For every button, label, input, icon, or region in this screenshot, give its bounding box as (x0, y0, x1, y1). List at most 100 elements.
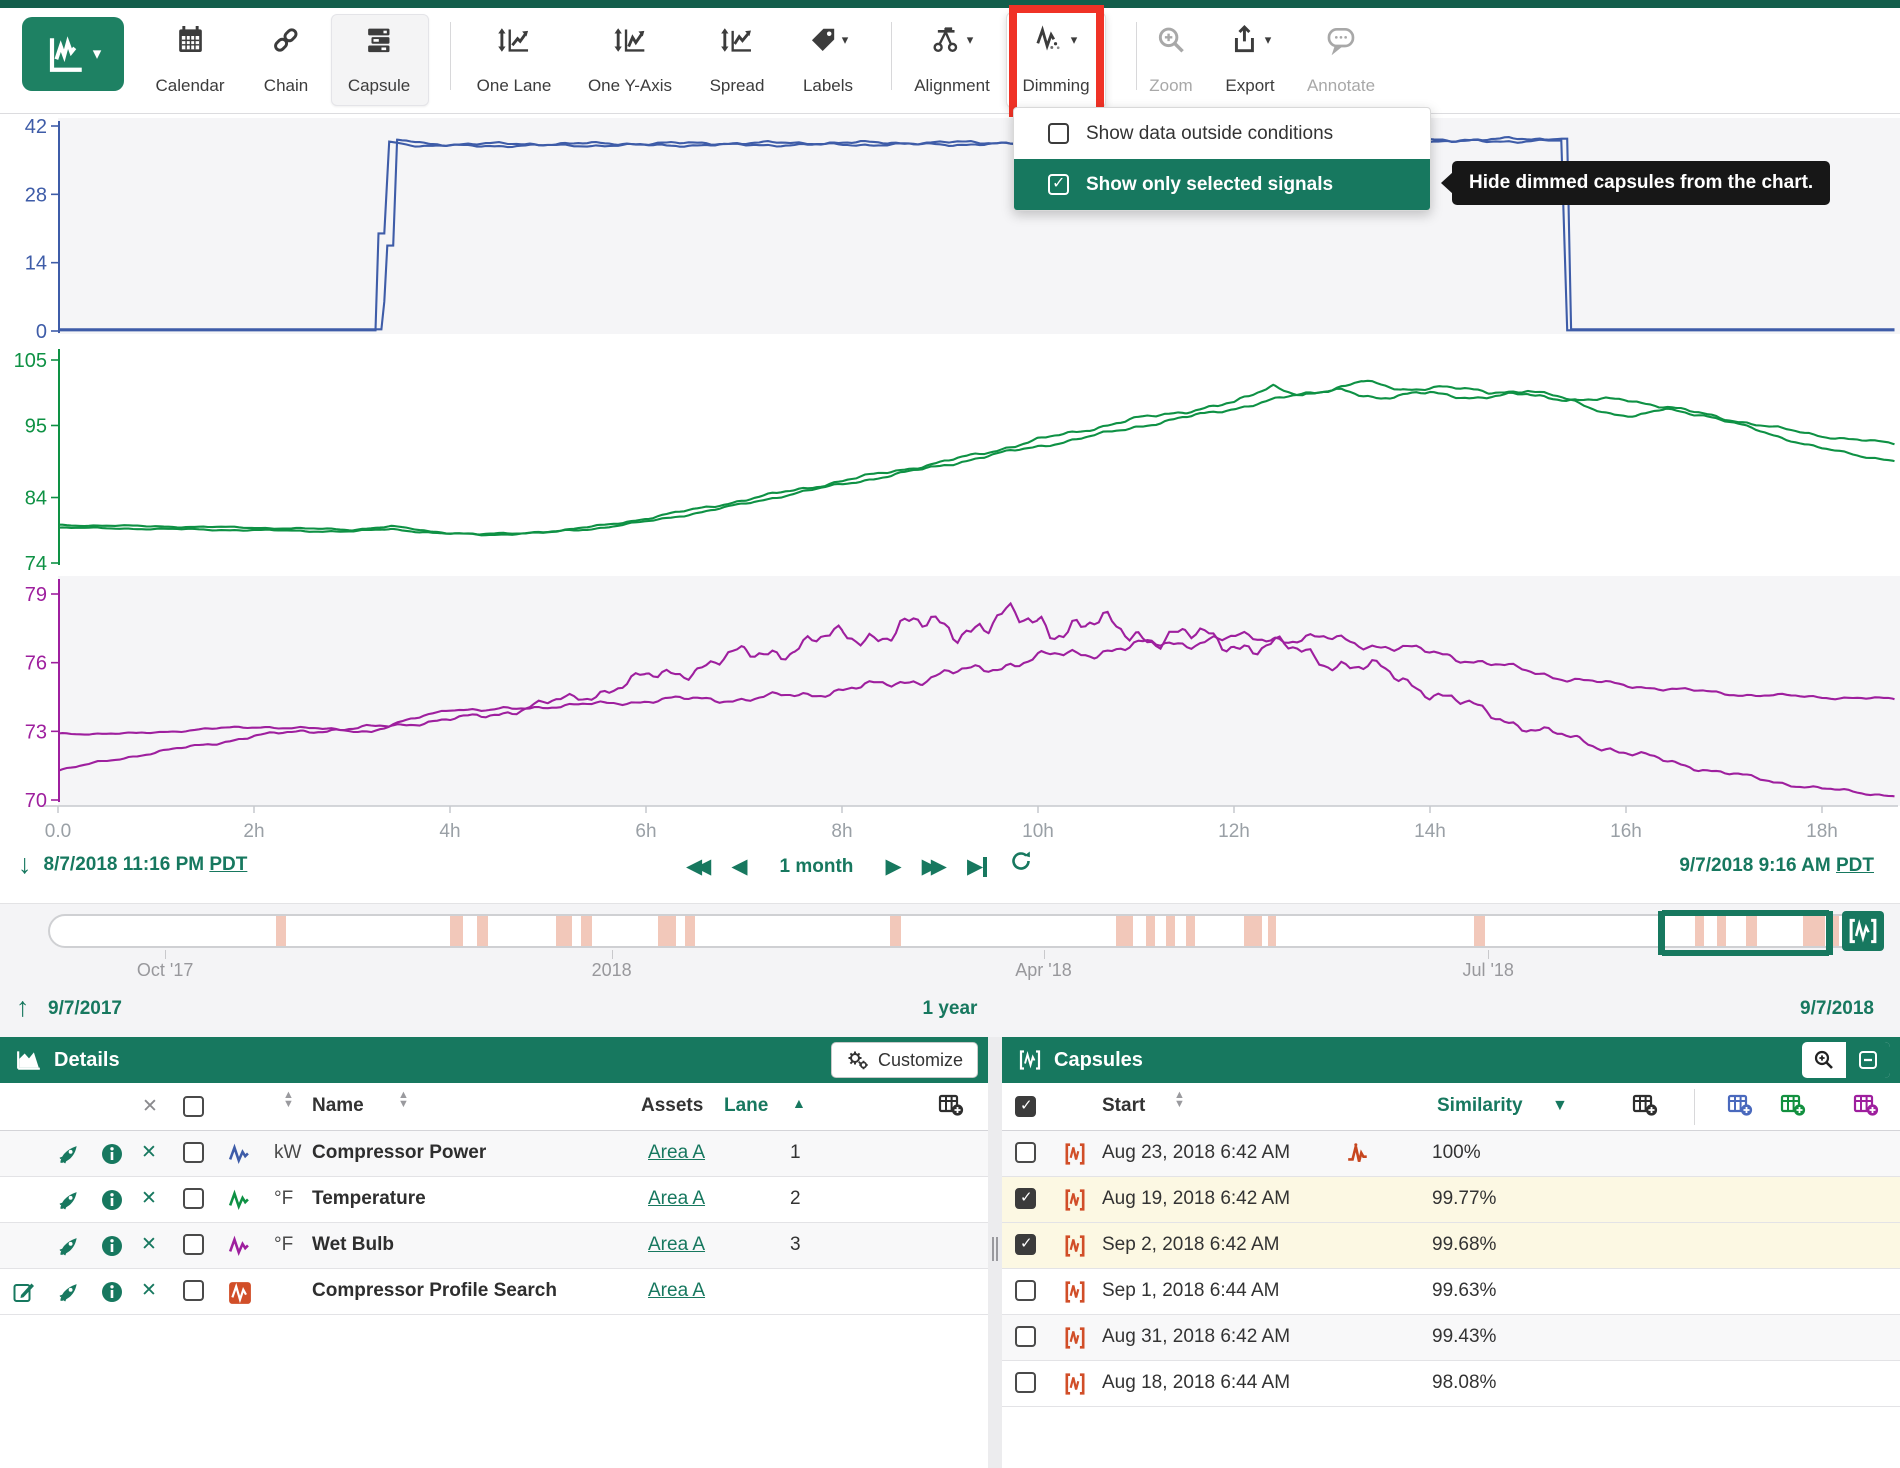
toolbar-dimming-button[interactable]: ▾ Dimming (1022, 20, 1090, 96)
investigate-range-end[interactable]: 9/7/2018 (1800, 998, 1874, 1019)
collapse-button[interactable] (1846, 1042, 1890, 1078)
display-range-start[interactable]: 8/7/2018 11:16 PM PDT (43, 853, 248, 875)
details-row-wet-bulb[interactable]: ✕ °F Wet Bulb Area A 3 (0, 1223, 988, 1269)
add-column-icon[interactable] (1632, 1093, 1658, 1122)
remove-item-button[interactable]: ✕ (141, 1188, 157, 1209)
capsule-row-6[interactable]: Aug 18, 2018 6:44 AM 98.08% (1002, 1361, 1900, 1407)
asset-swap-button[interactable] (57, 1143, 80, 1171)
toolbar-labels-button[interactable]: ▾ Labels (803, 20, 853, 96)
sort-icon[interactable]: ▲ ▼ (398, 1089, 409, 1110)
display-range-brush[interactable] (1658, 910, 1833, 956)
asset-link[interactable]: Area A (648, 1188, 706, 1209)
capsule-row-5[interactable]: Aug 31, 2018 6:42 AM 99.43% (1002, 1315, 1900, 1361)
step-to-end-button[interactable]: ▶ (957, 850, 993, 884)
series-line-temperature[interactable] (58, 379, 1895, 537)
panel-resize-divider[interactable] (988, 1037, 1002, 1468)
asset-swap-button[interactable] (57, 1189, 80, 1217)
column-lane[interactable]: Lane (724, 1095, 769, 1116)
column-assets[interactable]: Assets (641, 1095, 704, 1116)
zoom-to-capsule-button[interactable] (1802, 1042, 1846, 1078)
menu-item-show-data-outside-conditions[interactable]: Show data outside conditions (1014, 108, 1430, 159)
remove-item-button[interactable]: ✕ (141, 1280, 157, 1301)
timeline-track[interactable] (48, 910, 1878, 956)
asset-link[interactable]: Area A (648, 1142, 706, 1163)
menu-item-show-only-selected-signals[interactable]: Show only selected signals (1014, 159, 1430, 210)
remove-item-button[interactable]: ✕ (141, 1142, 157, 1163)
remove-item-button[interactable]: ✕ (141, 1234, 157, 1255)
capsule-checkbox[interactable] (1015, 1280, 1036, 1301)
series-line-wet-bulb[interactable] (58, 630, 1895, 736)
asset-swap-button[interactable] (57, 1235, 80, 1263)
select-all-capsules-checkbox[interactable] (1015, 1096, 1036, 1117)
asset-swap-button[interactable] (57, 1281, 80, 1309)
step-forward-half-button[interactable]: ▶▶ (921, 854, 947, 878)
item-info-button[interactable] (101, 1189, 123, 1216)
timezone-link[interactable]: PDT (1836, 855, 1874, 876)
add-stat-column-green-icon[interactable] (1780, 1093, 1806, 1122)
column-name[interactable]: Name (312, 1095, 364, 1116)
step-back-button[interactable]: ◀ (731, 854, 748, 878)
capsule-checkbox[interactable] (1015, 1234, 1036, 1255)
item-info-button[interactable] (101, 1281, 123, 1308)
asset-link[interactable]: Area A (648, 1280, 706, 1301)
add-stat-column-purple-icon[interactable] (1853, 1093, 1879, 1122)
toolbar-spread-button[interactable]: Spread (710, 20, 764, 96)
item-info-button[interactable] (101, 1143, 123, 1170)
toolbar-one-lane-button[interactable]: One Lane (477, 20, 551, 96)
toolbar-one-y-axis-button[interactable]: One Y-Axis (588, 20, 672, 96)
row-checkbox[interactable] (183, 1142, 204, 1163)
toolbar-chain-button[interactable]: Chain (264, 20, 308, 96)
series-line-compressor-power[interactable] (58, 138, 1895, 332)
brush-left-handle[interactable] (1658, 911, 1663, 955)
toolbar-annotate-button[interactable]: Annotate (1307, 20, 1375, 96)
brush-right-handle[interactable] (1828, 911, 1833, 955)
refresh-icon[interactable] (993, 849, 1043, 884)
add-column-icon[interactable] (938, 1093, 964, 1122)
capsule-row-3[interactable]: Sep 2, 2018 6:42 AM 99.68% (1002, 1223, 1900, 1269)
toolbar-capsule-button[interactable]: Capsule (348, 20, 410, 96)
trend-chart[interactable]: 0 14 28 42 74 84 95 105 70 73 76 79 0.0 2h 4h 6h 8h 10h 12… (0, 114, 1900, 845)
remove-all-icon[interactable]: ✕ (142, 1096, 158, 1117)
sort-icon[interactable]: ▲ ▼ (283, 1089, 294, 1110)
series-line-temperature[interactable] (58, 383, 1895, 536)
workbench-view-button[interactable]: ▾ (22, 17, 124, 91)
details-row-compressor-profile-search[interactable]: ✕ Compressor Profile Search Area A (0, 1269, 988, 1315)
step-forward-button[interactable]: ▶ (885, 854, 902, 878)
row-checkbox[interactable] (183, 1234, 204, 1255)
toolbar-zoom-button[interactable]: Zoom (1149, 20, 1193, 96)
capsule-row-4[interactable]: Sep 1, 2018 6:44 AM 99.63% (1002, 1269, 1900, 1315)
sort-asc-icon[interactable]: ▲ (792, 1095, 806, 1111)
display-range-end[interactable]: 9/7/2018 9:16 AM PDT (1679, 855, 1874, 876)
investigate-range-duration[interactable]: 1 year (922, 998, 978, 1019)
row-checkbox[interactable] (183, 1280, 204, 1301)
select-all-checkbox[interactable] (183, 1096, 204, 1117)
add-stat-column-blue-icon[interactable] (1727, 1093, 1753, 1122)
step-back-half-button[interactable]: ◀◀ (686, 854, 711, 878)
capsule-checkbox[interactable] (1015, 1372, 1036, 1393)
row-checkbox[interactable] (183, 1188, 204, 1209)
item-info-button[interactable] (101, 1235, 123, 1262)
sort-desc-icon[interactable]: ▼ (1552, 1097, 1568, 1114)
capsule-row-2[interactable]: Aug 19, 2018 6:42 AM 99.77% (1002, 1177, 1900, 1223)
toolbar-calendar-button[interactable]: Calendar (156, 20, 225, 96)
capsule-row-1[interactable]: Aug 23, 2018 6:42 AM 100% (1002, 1131, 1900, 1177)
column-start[interactable]: Start (1102, 1095, 1146, 1116)
asset-link[interactable]: Area A (648, 1234, 706, 1255)
capsule-checkbox[interactable] (1015, 1326, 1036, 1347)
details-row-temperature[interactable]: ✕ °F Temperature Area A 2 (0, 1177, 988, 1223)
capsule-time-button[interactable] (1842, 911, 1884, 951)
toolbar-alignment-button[interactable]: ▾ Alignment (914, 20, 990, 96)
details-row-compressor-power[interactable]: ✕ kW Compressor Power Area A 1 (0, 1131, 988, 1177)
range-duration-label[interactable]: 1 month (779, 855, 854, 877)
customize-button[interactable]: Customize (830, 1042, 978, 1078)
investigate-range-start[interactable]: 9/7/2017 (48, 998, 122, 1019)
checkbox-unchecked[interactable] (1048, 123, 1069, 144)
capsule-checkbox[interactable] (1015, 1142, 1036, 1163)
toolbar-export-button[interactable]: ▾ Export (1225, 20, 1275, 96)
series-line-wet-bulb[interactable] (58, 601, 1895, 798)
checkbox-checked[interactable] (1048, 173, 1069, 195)
sort-icon[interactable]: ▲ ▼ (1174, 1089, 1185, 1110)
timezone-link[interactable]: PDT (209, 853, 248, 875)
column-similarity[interactable]: Similarity (1437, 1095, 1523, 1116)
capsule-checkbox[interactable] (1015, 1188, 1036, 1209)
